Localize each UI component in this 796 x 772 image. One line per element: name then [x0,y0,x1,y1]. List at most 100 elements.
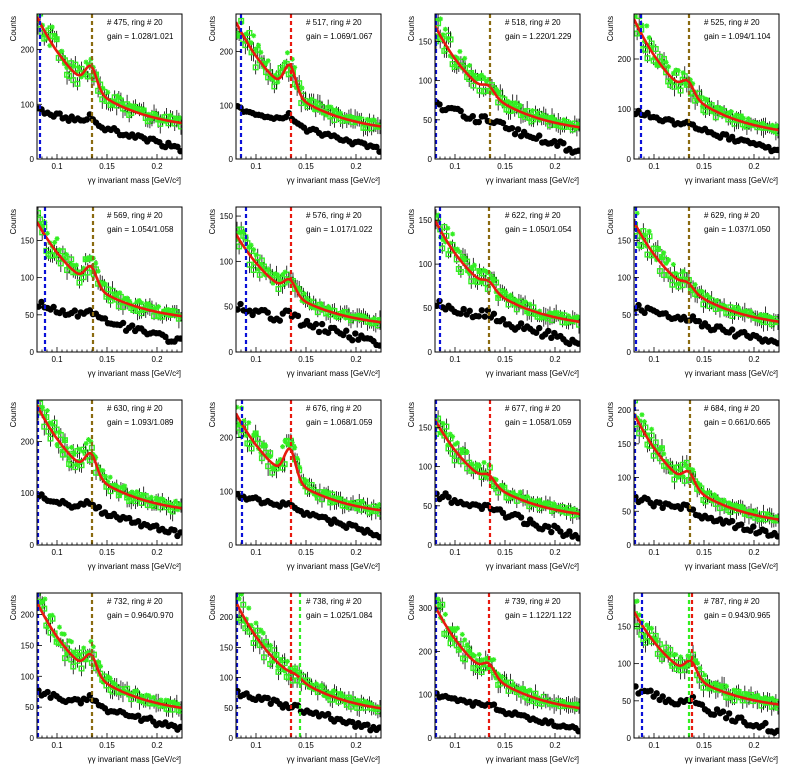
data-point-star [258,627,264,633]
data-point-black [50,303,57,311]
black-series [634,301,779,347]
data-point-star [687,77,693,83]
data-point-star [40,223,46,229]
data-point-star [711,303,717,309]
data-point-star [678,466,684,472]
x-tick-label: 0.2 [350,548,362,557]
data-point-black [83,696,91,704]
data-point-black [481,113,489,120]
fit-curve [37,16,182,125]
data-point-star [680,70,686,76]
data-point-star [634,210,640,216]
data-point-green [505,301,512,308]
data-point-star [49,422,55,428]
data-point-star [724,683,730,689]
data-point-star [71,450,77,456]
fit-curve [634,610,779,706]
data-point-star [236,237,240,243]
gain-label: gain = 1.094/1.104 [704,32,771,41]
data-point-star [367,701,373,707]
data-point-star [641,632,647,638]
data-point-star [98,90,104,96]
data-point-star [355,116,361,122]
data-point-star [90,644,96,650]
data-point-star [56,49,62,55]
data-point-star [311,491,317,497]
x-tick-label: 0.2 [549,355,561,364]
data-point-star [481,75,487,81]
data-point-star [102,676,108,682]
data-point-star [131,305,137,311]
data-point-star [134,299,140,305]
data-point-star [323,693,329,699]
panel-label: # 630, ring # 20 [107,404,163,413]
data-point-star [634,207,638,211]
y-tick-label: 0 [627,155,632,164]
data-point-star [333,107,339,113]
data-point-star [114,484,120,490]
data-point-star [243,31,249,37]
data-point-star [675,281,681,287]
data-point-star [69,639,75,645]
data-point-star [692,282,698,288]
data-point-star [687,662,693,668]
data-point-star [280,444,286,450]
data-point-star [471,262,477,268]
data-point-black [575,728,580,735]
data-point-black [728,326,736,333]
data-point-star [442,239,448,245]
data-point-black [376,342,381,349]
data-point-star [728,693,734,699]
data-point-star [335,495,341,501]
data-point-star [165,698,171,704]
y-tick-label: 0 [229,155,234,164]
data-point-star [275,664,281,670]
panel-label: # 677, ring # 20 [505,404,561,413]
data-point-star [740,505,746,511]
y-tick-label: 200 [419,647,433,656]
data-point-star [656,446,662,452]
data-point-star [347,113,353,119]
data-point-star [270,280,276,286]
data-point-green [41,605,48,612]
data-point-star [503,99,509,105]
data-point-star [634,14,638,20]
data-point-black [324,710,332,718]
plot-frame [434,13,581,160]
x-tick-label: 0.2 [549,741,561,750]
data-point-star [641,233,647,239]
data-point-star [253,252,259,258]
data-point-star [304,102,310,108]
data-point-star [35,0,40,4]
data-point-star [561,699,567,705]
data-point-black [445,493,452,501]
data-point-black [349,337,356,344]
data-point-star [364,701,370,707]
data-point-star [139,693,145,699]
data-point-star [663,458,669,464]
data-point-star [670,70,676,76]
y-tick-label: 300 [419,604,433,613]
data-point-star [371,117,377,123]
data-point-star [505,98,511,104]
data-point-green [712,114,719,121]
gain-label: gain = 1.028/1.021 [107,32,174,41]
y-tick-label: 100 [419,260,433,269]
data-point-star [682,277,688,283]
data-point-star [467,648,473,654]
plot-frame [633,13,780,160]
data-point-star [47,43,53,49]
data-point-star [435,212,441,218]
x-tick-label: 0.15 [298,741,314,750]
data-point-star [447,53,453,59]
data-point-star [658,444,664,450]
x-axis-label: γγ invariant mass [GeV/c²] [287,562,380,571]
black-series [634,683,779,736]
data-point-star [719,684,725,690]
data-point-black [710,711,718,718]
data-point-star [127,298,133,304]
y-axis-label: Counts [606,209,615,234]
data-point-star [529,108,535,114]
data-point-star [83,59,89,65]
data-point-star [467,271,473,277]
